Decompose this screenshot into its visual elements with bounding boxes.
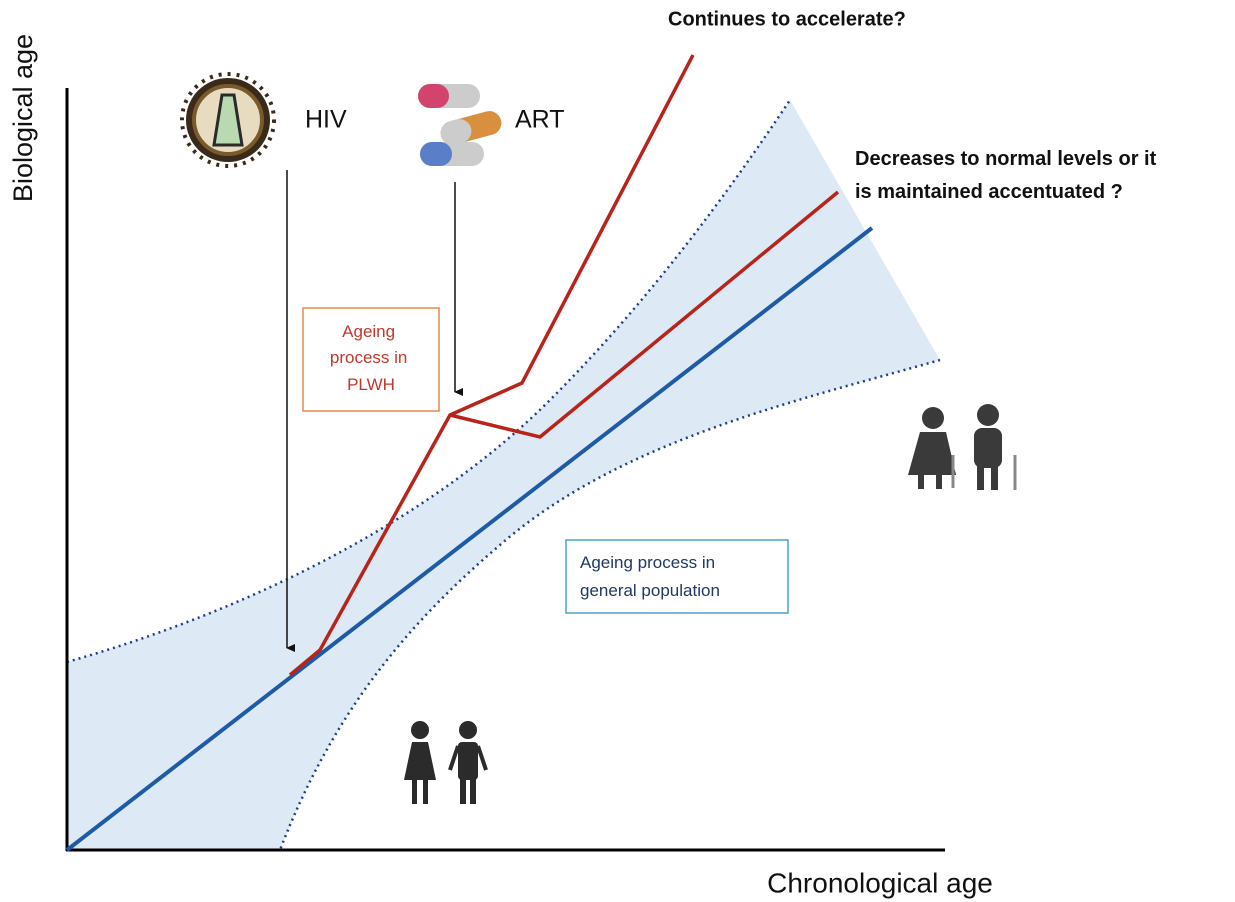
plwh-box — [302, 307, 440, 412]
elderly-people-icon — [908, 404, 1017, 490]
x-axis-label: Chronological age — [767, 867, 993, 898]
art-icon — [418, 84, 502, 166]
art-label: ART — [515, 106, 565, 134]
hiv-label: HIV — [305, 106, 347, 134]
normalize-line: is maintained accentuated ? — [855, 181, 1123, 203]
normalize-annotation: Decreases to normal levels or it is main… — [855, 148, 1162, 203]
general-line: Ageing process in — [580, 553, 715, 572]
plwh-line: PLWH — [347, 375, 395, 394]
general-ageing-line — [65, 226, 874, 852]
normalize-line: Decreases to normal levels or it — [855, 148, 1157, 170]
upper-bound — [66, 99, 792, 664]
plwh-line: Ageing — [342, 322, 395, 341]
accelerate-annotation: Continues to accelerate? — [668, 8, 906, 30]
variability-band — [67, 100, 940, 850]
general-line: general population — [580, 581, 720, 600]
general-box — [565, 539, 789, 614]
general-box-text: Ageing process in general population — [580, 553, 720, 600]
lower-bound — [278, 358, 941, 851]
plwh-ageing-line-normalize — [449, 190, 840, 439]
hiv-icon — [180, 72, 276, 168]
plwh-line: process in — [330, 348, 407, 367]
y-axis-label: Biological age — [8, 34, 38, 202]
plwh-box-text: Ageing process in PLWH — [330, 322, 412, 394]
young-people-icon — [404, 721, 488, 804]
